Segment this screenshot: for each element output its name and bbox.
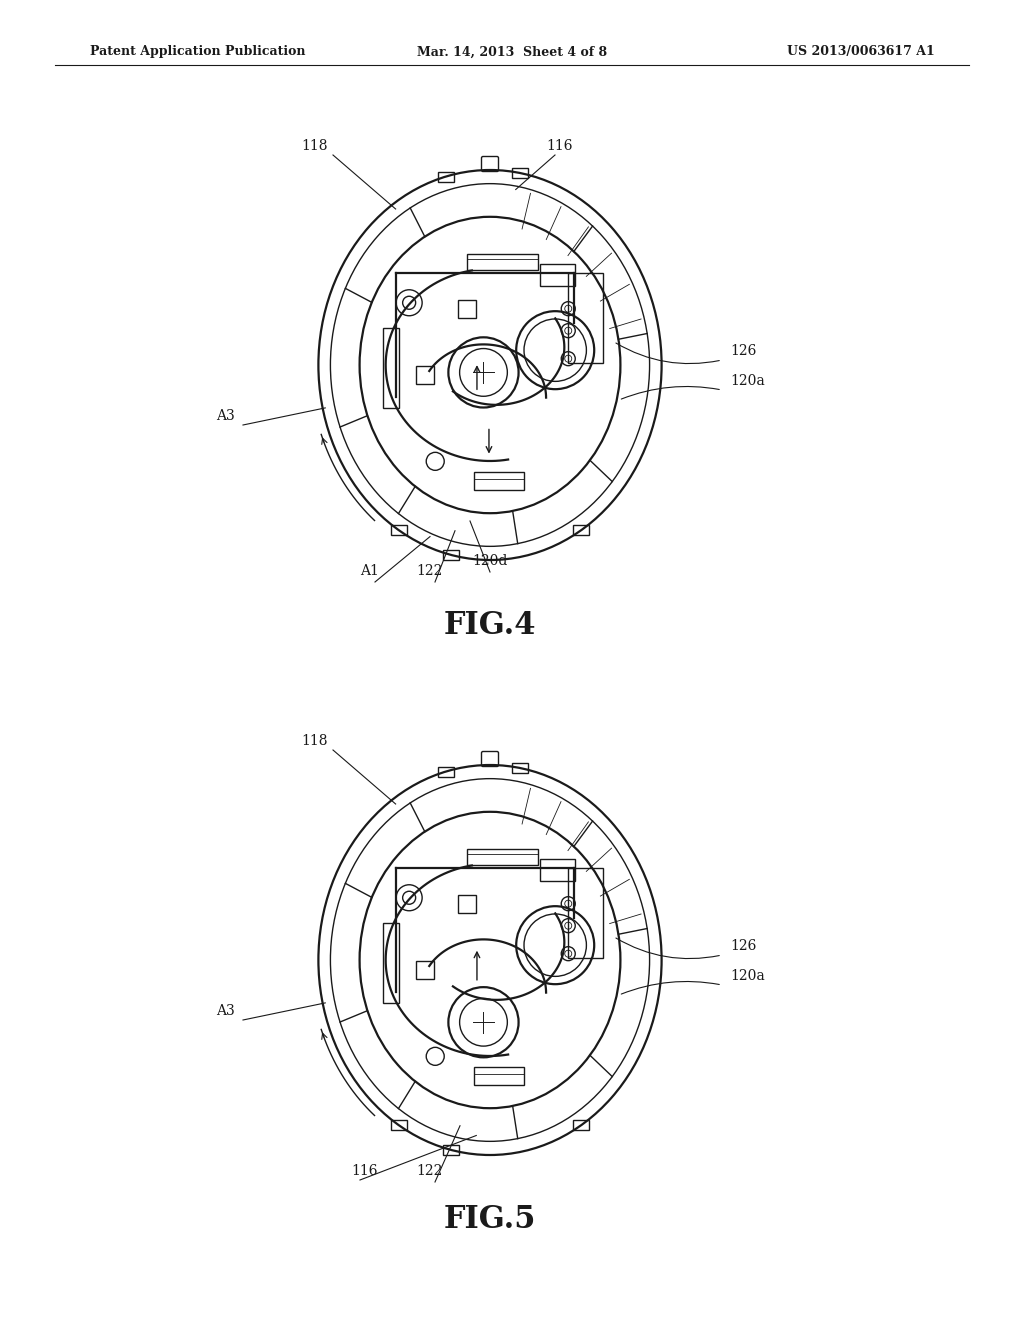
Bar: [540, 859, 574, 882]
Bar: [467, 849, 539, 865]
Bar: [437, 172, 454, 182]
Bar: [474, 1067, 524, 1085]
Bar: [540, 264, 574, 286]
Bar: [416, 961, 434, 979]
Text: 122: 122: [417, 564, 443, 578]
Text: 118: 118: [302, 734, 329, 748]
Bar: [383, 327, 399, 408]
Text: 116: 116: [352, 1164, 378, 1177]
Text: Mar. 14, 2013  Sheet 4 of 8: Mar. 14, 2013 Sheet 4 of 8: [417, 45, 607, 58]
Text: FIG.5: FIG.5: [443, 1204, 537, 1236]
Text: 120d: 120d: [472, 554, 508, 568]
Text: 120a: 120a: [730, 969, 765, 983]
Bar: [512, 763, 527, 774]
Text: US 2013/0063617 A1: US 2013/0063617 A1: [787, 45, 935, 58]
Bar: [573, 525, 589, 536]
Bar: [458, 895, 475, 912]
Text: 126: 126: [730, 345, 757, 358]
Bar: [391, 525, 408, 536]
Text: 116: 116: [547, 139, 573, 153]
Bar: [467, 253, 539, 269]
Text: A3: A3: [216, 409, 234, 422]
Bar: [474, 471, 524, 490]
Bar: [573, 1121, 589, 1130]
Bar: [512, 168, 527, 178]
Text: FIG.4: FIG.4: [443, 610, 537, 640]
Bar: [443, 550, 460, 560]
Text: 118: 118: [302, 139, 329, 153]
Bar: [437, 767, 454, 776]
Text: A3: A3: [216, 1005, 234, 1018]
Text: 120a: 120a: [730, 374, 765, 388]
Bar: [443, 1144, 460, 1155]
Bar: [458, 300, 475, 318]
Bar: [416, 367, 434, 384]
Text: 122: 122: [417, 1164, 443, 1177]
Text: 126: 126: [730, 939, 757, 953]
Text: Patent Application Publication: Patent Application Publication: [90, 45, 305, 58]
Bar: [568, 869, 603, 958]
Bar: [568, 273, 603, 363]
Bar: [391, 1121, 408, 1130]
Text: A1: A1: [360, 564, 380, 578]
Bar: [383, 923, 399, 1003]
